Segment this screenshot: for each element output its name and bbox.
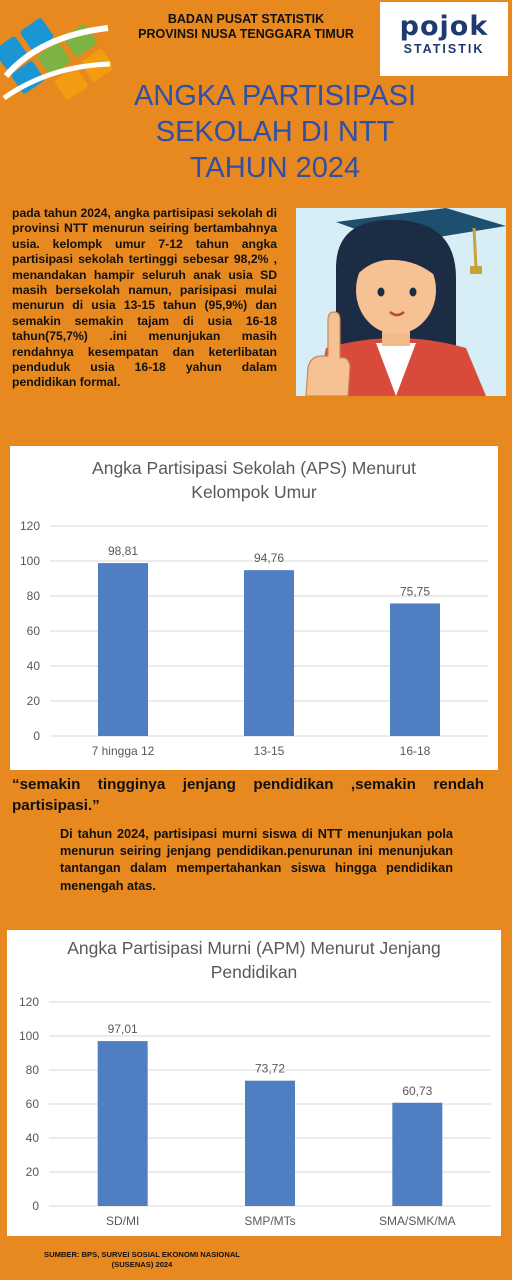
aps-category-label: 7 hingga 12 [92,744,155,758]
pojok-statistik-badge: pojok STATISTIK [380,2,508,76]
chart-aps-title-line-1: Angka Partisipasi Sekolah (APS) Menurut [92,458,416,478]
apm-paragraph: Di tahun 2024, partisipasi murni siswa d… [60,827,453,893]
chart-aps: Angka Partisipasi Sekolah (APS) Menurut … [10,446,498,770]
logo-square-3 [11,61,45,94]
source-line-1: SUMBER: BPS, SURVEI SOSIAL EKONOMI NASIO… [44,1250,240,1259]
apm-bar [392,1102,443,1206]
page-title: ANGKA PARTISIPASI SEKOLAH DI NTT TAHUN 2… [90,78,460,186]
chart-apm-title: Angka Partisipasi Murni (APM) Menurut Je… [7,936,501,984]
title-line-2: SEKOLAH DI NTT [155,116,395,148]
aps-ytick-label: 0 [33,729,40,743]
pojok-sub: STATISTIK [403,42,485,56]
apm-category-label: SMA/SMK/MA [379,1214,456,1228]
apm-ytick-label: 0 [32,1199,39,1213]
chart-aps-title-line-2: Kelompok Umur [191,482,317,502]
agency-line-2: PROVINSI NUSA TENGGARA TIMUR [138,27,354,41]
apm-ytick-label: 100 [19,1029,39,1043]
aps-ytick-label: 60 [27,624,41,638]
aps-value-label: 75,75 [400,584,430,598]
agency-line-1: BADAN PUSAT STATISTIK [167,12,325,26]
chart-apm: Angka Partisipasi Murni (APM) Menurut Je… [7,930,501,1236]
apm-bar [245,1080,295,1206]
bps-logo [0,18,112,101]
apm-ytick-label: 60 [26,1097,40,1111]
title-line-1: ANGKA PARTISIPASI [133,80,417,112]
intro-paragraph: pada tahun 2024, angka partisipasi sekol… [12,206,277,390]
pojok-word: pojok [399,11,489,42]
aps-ytick-label: 20 [27,694,41,708]
aps-bar [390,603,440,736]
chart-apm-plot: 0 20 40 60 80 100 120 97,01 SD/MI 73,72 SMP/MTs 60,… [19,995,491,1228]
apm-value-label: 73,72 [255,1062,285,1076]
chart-aps-title: Angka Partisipasi Sekolah (APS) Menurut … [10,456,498,504]
chart-apm-title-line-1: Angka Partisipasi Murni (APM) Menurut Je… [67,938,441,958]
apm-bar [97,1041,148,1206]
source-line-2: (SUSENAS) 2024 [111,1260,173,1269]
apm-value-label: 97,01 [108,1022,138,1036]
agency-name: BADAN PUSAT STATISTIK PROVINSI NUSA TENG… [112,12,380,42]
source-note: SUMBER: BPS, SURVEI SOSIAL EKONOMI NASIO… [12,1250,272,1270]
apm-ytick-label: 40 [26,1131,40,1145]
logo-square-6 [54,67,88,100]
chart-aps-plot: 0 20 40 60 80 100 120 98,81 7 hingga 12 94,76 13-1… [20,519,488,758]
aps-category-label: 13-15 [254,744,285,758]
chart-apm-title-line-2: Pendidikan [210,962,298,982]
aps-bar [98,563,148,736]
apm-ytick-label: 20 [26,1165,40,1179]
aps-ytick-label: 80 [27,589,41,603]
teacher-illustration [296,208,506,396]
apm-ytick-label: 120 [19,995,39,1009]
pointing-hand-icon [305,311,351,396]
aps-value-label: 94,76 [254,551,284,565]
title-line-3: TAHUN 2024 [189,152,361,184]
apm-ytick-label: 80 [26,1063,40,1077]
aps-bar [244,570,294,736]
aps-category-label: 16-18 [400,744,431,758]
aps-ytick-label: 100 [20,554,40,568]
aps-value-label: 98,81 [108,544,138,558]
apm-category-label: SD/MI [106,1214,139,1228]
aps-ytick-label: 120 [20,519,40,533]
quote-text: “semakin tingginya jenjang pendidikan ,s… [12,776,484,814]
apm-value-label: 60,73 [402,1084,432,1098]
logo-square-4 [37,42,71,76]
aps-ytick-label: 40 [27,659,41,673]
apm-category-label: SMP/MTs [244,1214,295,1228]
